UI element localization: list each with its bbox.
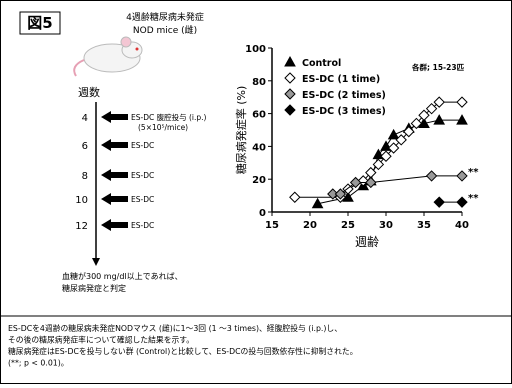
x-tick-label: 35: [417, 220, 431, 231]
annotation: 各群; 15-23匹: [411, 62, 465, 72]
legend-label: ES-DC (1 time): [302, 74, 380, 85]
x-tick-label: 25: [341, 220, 355, 231]
y-tick-label: 20: [252, 175, 266, 186]
dose-label: ES-DC: [131, 195, 154, 204]
note: 糖尿病発症と判定: [62, 283, 126, 293]
dose-label: ES-DC: [131, 171, 154, 180]
significance: **: [468, 167, 479, 178]
week-label: 10: [75, 195, 88, 206]
dose-label: ES-DC 腹腔投与 (i.p.): [131, 112, 207, 122]
dose-label: ES-DC: [131, 141, 154, 150]
caption-line: ES-DCを4週齢の糖尿病未発症NODマウス (雌)に1～3回 (1 ～3 ti…: [8, 323, 342, 333]
week-label: 6: [82, 141, 88, 152]
slide: 図5 4週齢糖尿病未発症 NOD mice (雌) 週数 血糖が300 mg/d…: [0, 0, 512, 384]
legend-label: ES-DC (2 times): [302, 90, 386, 101]
week-label: 4: [82, 113, 88, 124]
x-axis-label: 週齢: [355, 234, 379, 249]
note: 血糖が300 mg/dl以上であれば、: [62, 271, 183, 281]
timeline-title: 週数: [78, 86, 100, 99]
dose-label: ES-DC: [131, 221, 154, 230]
y-tick-label: 40: [252, 142, 266, 153]
mouse-label: 4週齢糖尿病未発症: [126, 11, 204, 23]
y-tick-label: 0: [259, 208, 266, 219]
title: 図5: [27, 14, 52, 32]
x-tick-label: 40: [455, 220, 469, 231]
x-tick-label: 30: [379, 220, 393, 231]
caption-line: その後の糖尿病発症率について確認した結果を示す。: [8, 335, 194, 345]
y-axis-label: 糖尿病発症率 (%): [234, 86, 248, 175]
dose-sub: (5×10⁵/mice): [138, 123, 188, 132]
mouse-label: NOD mice (雌): [133, 24, 197, 36]
y-tick-label: 80: [252, 77, 266, 88]
caption-line: (**; p < 0.01)。: [8, 359, 69, 368]
legend-label: ES-DC (3 times): [302, 106, 386, 117]
y-tick-label: 60: [252, 110, 266, 121]
legend-label: Control: [302, 58, 341, 69]
x-tick-label: 15: [265, 220, 279, 231]
caption-line: 糖尿病発症はES-DCを投与しない群 (Control)と比較して、ES-DCの…: [8, 346, 358, 356]
x-tick-label: 20: [303, 220, 317, 231]
y-tick-label: 100: [245, 44, 266, 55]
significance: **: [468, 193, 479, 204]
week-label: 12: [75, 221, 88, 232]
week-label: 8: [82, 171, 88, 182]
